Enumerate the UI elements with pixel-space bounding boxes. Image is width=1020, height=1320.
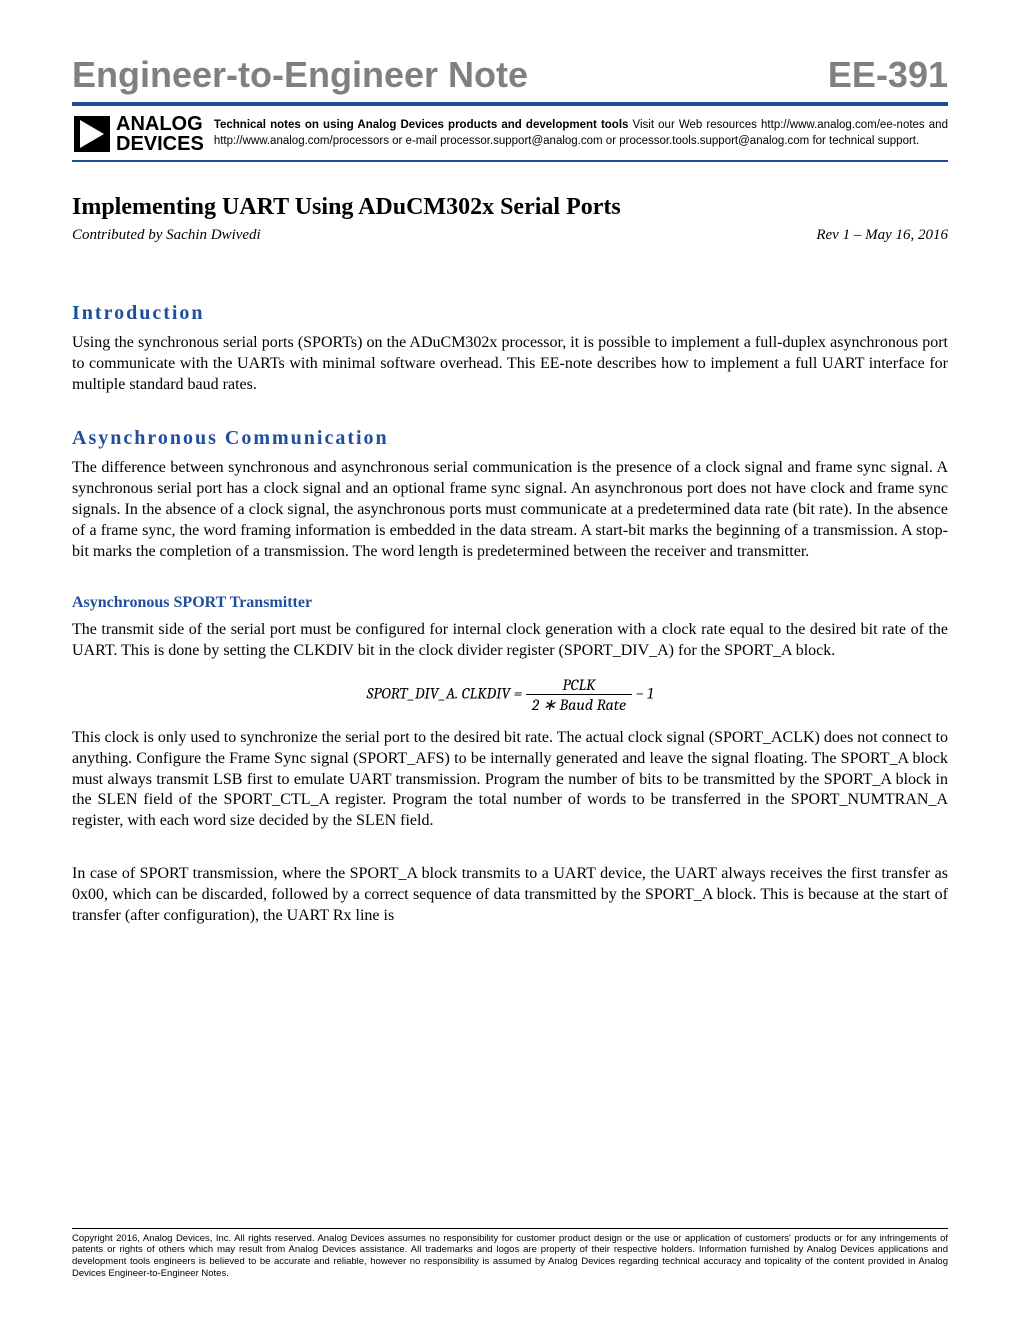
tx-body-2: This clock is only used to synchronize t… [72,728,948,832]
formula-lhs: SPORT_DIV_A. CLKDIV = [367,685,523,703]
doc-number: EE-391 [828,54,948,96]
logo-line1: ANALOG [116,114,204,134]
formula-numerator: PCLK [526,676,632,695]
revision: Rev 1 – May 16, 2016 [816,227,948,244]
tx-body-1: The transmit side of the serial port mus… [72,620,948,662]
analog-devices-logo: ANALOG DEVICES [72,114,204,154]
tx-body-3: In case of SPORT transmission, where the… [72,864,948,926]
footer-rule [72,1228,948,1229]
intro-body: Using the synchronous serial ports (SPOR… [72,333,948,395]
logo-line2: DEVICES [116,134,204,154]
byline-row: Contributed by Sachin Dwivedi Rev 1 – Ma… [72,227,948,244]
main-title: Engineer-to-Engineer Note [72,54,528,96]
tech-notes-block: Technical notes on using Analog Devices … [214,118,948,149]
header-row: Engineer-to-Engineer Note EE-391 [72,54,948,96]
subheader-row: ANALOG DEVICES Technical notes on using … [72,106,948,160]
formula-denominator: 2 ∗ Baud Rate [526,695,632,714]
formula-tail: − 1 [636,685,654,703]
intro-heading: Introduction [72,302,948,325]
header-rule-bottom [72,160,948,162]
async-body: The difference between synchronous and a… [72,458,948,562]
contributed-by: Contributed by Sachin Dwivedi [72,227,261,244]
tx-heading: Asynchronous SPORT Transmitter [72,594,948,612]
async-heading: Asynchronous Communication [72,427,948,450]
article-title: Implementing UART Using ADuCM302x Serial… [72,194,948,221]
logo-triangle-icon [72,114,112,154]
footer: Copyright 2016, Analog Devices, Inc. All… [72,1228,948,1281]
tech-notes-bold: Technical notes on using Analog Devices … [214,119,629,131]
formula: SPORT_DIV_A. CLKDIV = PCLK 2 ∗ Baud Rate… [72,676,948,714]
formula-fraction: PCLK 2 ∗ Baud Rate [526,676,632,714]
logo-text: ANALOG DEVICES [116,114,204,154]
footer-copyright: Copyright 2016, Analog Devices, Inc. All… [72,1233,948,1281]
